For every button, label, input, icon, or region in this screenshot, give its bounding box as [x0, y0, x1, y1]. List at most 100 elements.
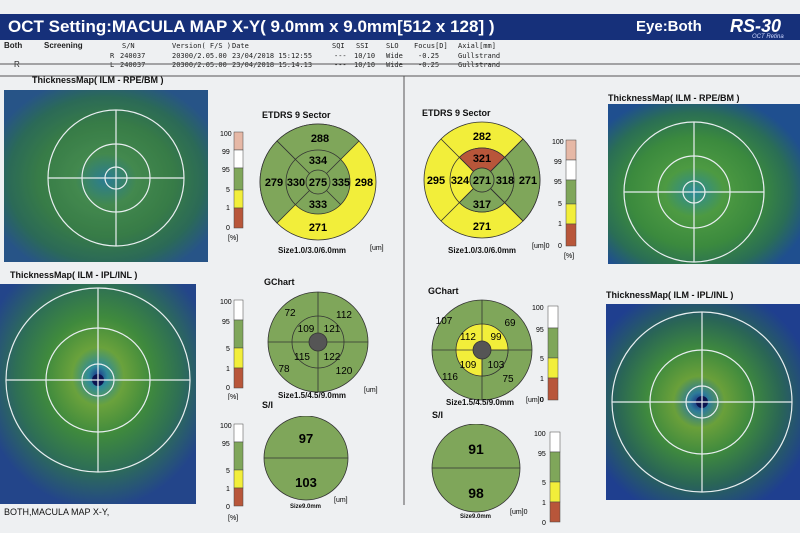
- row-l-ssi: 10/10: [354, 61, 376, 69]
- report-title: OCT Setting:MACULA MAP X-Y( 9.0mm x 9.0m…: [8, 17, 495, 36]
- row-l-sqi: ---: [334, 61, 347, 69]
- etdrs-r-center: 275: [309, 177, 327, 189]
- col-sqi: SQI: [332, 42, 345, 50]
- etdrs-title-right: ETDRS 9 Sector: [262, 110, 331, 120]
- etdrs-l-inner-right: 318: [496, 175, 514, 187]
- etdrs-r-outer-bottom: 271: [309, 222, 327, 234]
- etdrs-l-inner-left: 324: [451, 175, 470, 187]
- gchart-r-outer-bl: 78: [278, 364, 290, 375]
- row-l-axial: Gullstrand: [458, 61, 501, 69]
- legend-label: 95: [554, 179, 562, 186]
- etdrs-l-size: Size1.0/3.0/6.0mm: [448, 246, 517, 255]
- row-r-date: 23/04/2018 15:12:55: [232, 52, 313, 60]
- gchart-r-outer-tr: 112: [336, 310, 352, 321]
- col-slo: SLO: [386, 42, 399, 50]
- gchart-r-outer-tl: 72: [284, 308, 296, 319]
- gchart-r-inner-tr: 121: [324, 324, 341, 335]
- si-l-bottom: 98: [468, 485, 484, 501]
- thickness-map-right-top[interactable]: [608, 104, 800, 264]
- legend-etdrs-left: 100 99 95 5 1 0 [%]: [552, 139, 577, 260]
- legend-label: 0: [542, 520, 546, 527]
- eye-label: Eye:Both: [636, 18, 702, 35]
- legend-label: 100: [220, 299, 232, 306]
- gchart-right: 109 121 115 122 72 112 78 120 [um]: [267, 291, 378, 394]
- etdrs-l-inner-bottom: 317: [473, 199, 491, 211]
- si-title-right: S/I: [262, 400, 274, 410]
- row-r-axial: Gullstrand: [458, 52, 501, 60]
- map-title-right-top: ThicknessMap( ILM - RPE/BM ): [608, 93, 740, 103]
- gchart-l-outer-tr: 69: [504, 318, 516, 329]
- legend-label: 5: [226, 346, 230, 353]
- col-date: Date: [232, 42, 249, 50]
- gchart-left: 112 99 109 103 107 69 116 75 [um]0: [431, 299, 544, 404]
- map-title-right-bottom: ThicknessMap( ILM - IPL/INL ): [606, 290, 734, 300]
- legend-label: 0: [226, 385, 230, 392]
- si-l-top: 91: [468, 441, 484, 457]
- map-title-left-top: ThicknessMap( ILM - RPE/BM ): [32, 75, 164, 85]
- si-r-unit: [um]: [334, 497, 348, 504]
- legend-label: 5: [226, 187, 230, 194]
- si-title-left: S/I: [432, 410, 444, 420]
- device-logo: RS-30: [730, 16, 782, 36]
- row-r-slo: Wide: [386, 52, 403, 60]
- row-r-ssi: 10/10: [354, 52, 376, 60]
- thickness-map-right-bottom[interactable]: [606, 304, 800, 500]
- row-r-focus: -0.25: [418, 52, 440, 60]
- etdrs-r-inner-left: 330: [287, 177, 305, 189]
- legend-si-right: 100 95 5 1 0 [%]: [220, 423, 244, 522]
- row-l-date: 23/04/2018 15:14:13: [232, 61, 313, 69]
- legend-label: 100: [220, 423, 232, 430]
- thickness-map-left-top[interactable]: [4, 90, 208, 262]
- etdrs-l-unit: [um]0: [532, 243, 550, 250]
- legend-label: 95: [222, 441, 230, 448]
- gchart-title-right: GChart: [264, 277, 295, 287]
- gchart-l-outer-br: 75: [502, 374, 514, 385]
- etdrs-l-outer-left: 295: [427, 175, 445, 187]
- legend-label: 5: [558, 201, 562, 208]
- gchart-r-inner-bl: 115: [294, 352, 310, 363]
- legend-label: 95: [222, 167, 230, 174]
- gchart-r-size: Size1.5/4.5/9.0mm: [278, 391, 347, 400]
- both-label: Both: [4, 41, 23, 50]
- legend-gchart-right: 100 95 5 1 0 [%]: [220, 299, 244, 400]
- legend-label: 100: [552, 139, 564, 146]
- legend-etdrs-right: 100 99 95 5 1 0 [%]: [220, 131, 244, 242]
- si-r-top: 97: [299, 431, 313, 446]
- col-version: Version( F/S ): [172, 42, 232, 50]
- etdrs-r-inner-bottom: 333: [309, 199, 327, 211]
- etdrs-r-inner-right: 335: [332, 177, 350, 189]
- gchart-r-inner-br: 122: [324, 352, 341, 363]
- legend-label: 5: [226, 468, 230, 475]
- etdrs-r-outer-left: 279: [265, 177, 283, 189]
- legend-label: 100: [534, 431, 546, 438]
- etdrs-l-outer-top: 282: [473, 131, 491, 143]
- row-l-slo: Wide: [386, 61, 403, 69]
- legend-label: 99: [222, 149, 230, 156]
- legend-label: 1: [540, 376, 544, 383]
- report-header: OCT Setting:MACULA MAP X-Y( 9.0mm x 9.0m…: [0, 14, 800, 40]
- gchart-l-size: Size1.5/4.5/9.0mm: [446, 398, 515, 407]
- legend-label: 100: [532, 305, 544, 312]
- legend-pct: [%]: [228, 394, 238, 400]
- footer-label: BOTH,MACULA MAP X-Y,: [4, 507, 110, 517]
- col-axial: Axial[mm]: [458, 42, 496, 50]
- si-l-unit: [um]0: [510, 509, 528, 516]
- legend-pct: [%]: [228, 235, 238, 242]
- row-l-eye: L: [110, 61, 115, 69]
- gchart-r-unit: [um]: [364, 387, 378, 394]
- gchart-l-inner-tr: 99: [490, 332, 502, 343]
- row-r-sn: 240037: [120, 52, 146, 60]
- etdrs-l-outer-bottom: 271: [473, 221, 491, 233]
- thickness-map-left-bottom[interactable]: [0, 284, 196, 504]
- etdrs-l-inner-top: 321: [473, 153, 491, 165]
- si-r-size: Size9.0mm: [290, 504, 322, 510]
- etdrs-chart-right: 275 334 335 333 330 288 298 271 279 [um]: [259, 123, 384, 252]
- etdrs-r-inner-top: 334: [309, 155, 328, 167]
- si-chart-right: 97 103 [um]: [263, 416, 349, 504]
- etdrs-r-unit: [um]: [370, 245, 384, 252]
- gchart-l-outer-tl: 107: [436, 316, 453, 327]
- si-chart-left: 91 98 [um]0: [431, 424, 528, 516]
- gchart-title-left: GChart: [428, 286, 459, 296]
- row-r-eye: R: [110, 52, 115, 60]
